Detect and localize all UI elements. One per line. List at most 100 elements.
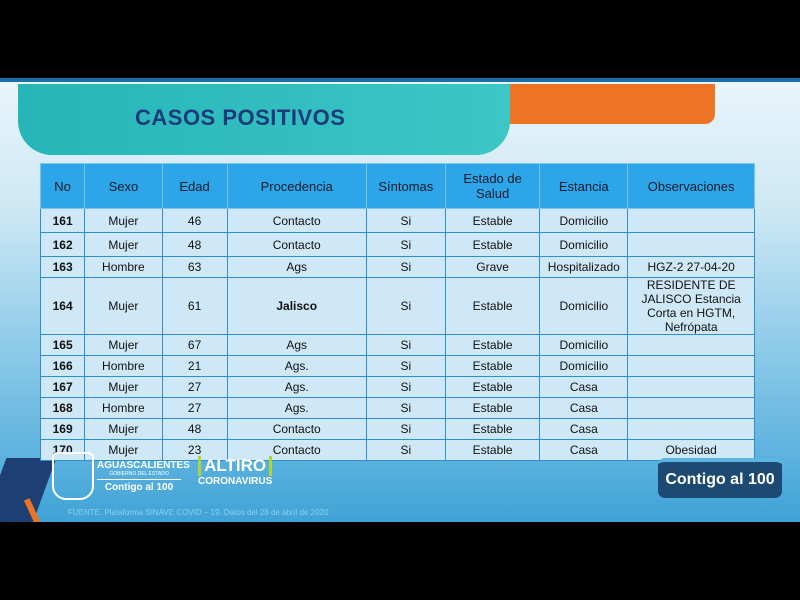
cases-table: No Sexo Edad Procedencia Síntomas Estado de S… bbox=[39, 163, 755, 461]
table-cell: 27 bbox=[161, 376, 228, 398]
table-cell: Si bbox=[365, 439, 446, 461]
table-cell: Mujer bbox=[84, 208, 163, 233]
table-cell: Estable bbox=[444, 232, 541, 257]
table-cell: 169 bbox=[39, 418, 86, 440]
table-cell: Mujer bbox=[84, 277, 163, 335]
table-cell: Ags bbox=[226, 334, 367, 356]
table-row: 163 Hombre 63 Ags Si Grave Hospitalizado HGZ-2 … bbox=[39, 256, 755, 278]
table-cell: Ags. bbox=[226, 397, 367, 419]
table-row: 162 Mujer 48 Contacto Si Estable Domicilio bbox=[39, 232, 755, 257]
table-cell: Estable bbox=[444, 397, 541, 419]
table-cell: Ags. bbox=[226, 355, 367, 377]
column-header: No bbox=[39, 163, 86, 209]
contigo-badge: Contigo al 100 bbox=[658, 458, 782, 498]
table-cell: Estable bbox=[444, 418, 541, 440]
title-banner bbox=[18, 84, 510, 155]
column-header: Edad bbox=[161, 163, 228, 209]
table-cell: 168 bbox=[39, 397, 86, 419]
table-cell: 166 bbox=[39, 355, 86, 377]
table-cell: Si bbox=[365, 355, 446, 377]
decor-stripe bbox=[0, 458, 57, 522]
table-cell: Estable bbox=[444, 376, 541, 398]
column-header: Estancia bbox=[539, 163, 629, 209]
logo-gov: GOBIERNO DEL ESTADO bbox=[109, 471, 169, 477]
table-row: 167 Mujer 27 Ags. Si Estable Casa bbox=[39, 376, 755, 398]
table-cell: Hombre bbox=[84, 256, 163, 278]
table-cell: Domicilio bbox=[539, 334, 629, 356]
table-cell: RESIDENTE DE JALISCO Estancia Corta en H… bbox=[627, 277, 755, 335]
table-cell: Si bbox=[365, 376, 446, 398]
table-cell: 167 bbox=[39, 376, 86, 398]
source-footer: FUENTE. Plataforma SINAVE COVID – 19. Da… bbox=[68, 508, 329, 517]
table-row: 170 Mujer 23 Contacto Si Estable Casa Obesidad bbox=[39, 439, 755, 461]
table-cell: Casa bbox=[539, 418, 629, 440]
table-cell: 163 bbox=[39, 256, 86, 278]
column-header: Procedencia bbox=[226, 163, 367, 209]
table-cell: Casa bbox=[539, 397, 629, 419]
table-cell: 164 bbox=[39, 277, 86, 335]
table-cell bbox=[627, 376, 755, 398]
table-cell: Mujer bbox=[84, 334, 163, 356]
table-cell: Domicilio bbox=[539, 277, 629, 335]
table-cell: 21 bbox=[161, 355, 228, 377]
altiro-text: ALTIRO bbox=[198, 456, 273, 476]
table-cell: 48 bbox=[161, 418, 228, 440]
table-cell: Mujer bbox=[84, 232, 163, 257]
column-header: Estado de Salud bbox=[444, 163, 541, 209]
top-line bbox=[0, 78, 800, 82]
table-cell bbox=[627, 397, 755, 419]
table-cell: Domicilio bbox=[539, 355, 629, 377]
table-cell: 67 bbox=[161, 334, 228, 356]
table-cell bbox=[627, 418, 755, 440]
table-cell: 61 bbox=[161, 277, 228, 335]
table-cell bbox=[627, 334, 755, 356]
table-cell: Si bbox=[365, 208, 446, 233]
altiro-logo: ALTIRO CORONAVIRUS bbox=[198, 456, 273, 487]
table-cell: Contacto bbox=[226, 208, 367, 233]
aguascalientes-logo: AGUASCALIENTES GOBIERNO DEL ESTADO Conti… bbox=[97, 460, 190, 493]
table-cell: Ags. bbox=[226, 376, 367, 398]
table-cell: Contacto bbox=[226, 439, 367, 461]
logo-slogan: Contigo al 100 bbox=[97, 479, 181, 493]
table-cell: 48 bbox=[161, 232, 228, 257]
orange-banner bbox=[480, 84, 715, 124]
table-cell: Casa bbox=[539, 376, 629, 398]
table-cell: 165 bbox=[39, 334, 86, 356]
table-cell: Grave bbox=[444, 256, 541, 278]
table-cell: 23 bbox=[161, 439, 228, 461]
table-cell bbox=[627, 355, 755, 377]
table-cell: Casa bbox=[539, 439, 629, 461]
table-cell: Jalisco bbox=[226, 277, 367, 335]
table-cell: Mujer bbox=[84, 439, 163, 461]
table-cell: Si bbox=[365, 232, 446, 257]
table-cell: Estable bbox=[444, 439, 541, 461]
table-cell: Estable bbox=[444, 277, 541, 335]
table-cell: Si bbox=[365, 256, 446, 278]
table-cell: Mujer bbox=[84, 376, 163, 398]
table-row: 169 Mujer 48 Contacto Si Estable Casa bbox=[39, 418, 755, 440]
table-cell: Estable bbox=[444, 355, 541, 377]
table-cell: 27 bbox=[161, 397, 228, 419]
table-cell: Hombre bbox=[84, 355, 163, 377]
table-cell: Contacto bbox=[226, 232, 367, 257]
table-cell: Si bbox=[365, 397, 446, 419]
column-header: Sexo bbox=[84, 163, 163, 209]
column-header: Observaciones bbox=[627, 163, 755, 209]
table-cell: HGZ-2 27-04-20 bbox=[627, 256, 755, 278]
logo-name: AGUASCALIENTES bbox=[97, 460, 190, 471]
table-cell: Si bbox=[365, 277, 446, 335]
table-row: 161 Mujer 46 Contacto Si Estable Domicilio bbox=[39, 208, 755, 233]
table-cell: Hombre bbox=[84, 397, 163, 419]
table-cell: Estable bbox=[444, 208, 541, 233]
table-cell: Mujer bbox=[84, 418, 163, 440]
table-cell: Contacto bbox=[226, 418, 367, 440]
table-row: 165 Mujer 67 Ags Si Estable Domicilio bbox=[39, 334, 755, 356]
page-title: CASOS POSITIVOS bbox=[135, 105, 346, 130]
altiro-subtext: CORONAVIRUS bbox=[198, 476, 273, 487]
table-cell: Ags bbox=[226, 256, 367, 278]
slide: CASOS POSITIVOS No Sexo Edad Procedencia Sín… bbox=[0, 78, 800, 522]
table-cell: Hospitalizado bbox=[539, 256, 629, 278]
table-cell: 63 bbox=[161, 256, 228, 278]
table-cell: 46 bbox=[161, 208, 228, 233]
table-cell: 162 bbox=[39, 232, 86, 257]
